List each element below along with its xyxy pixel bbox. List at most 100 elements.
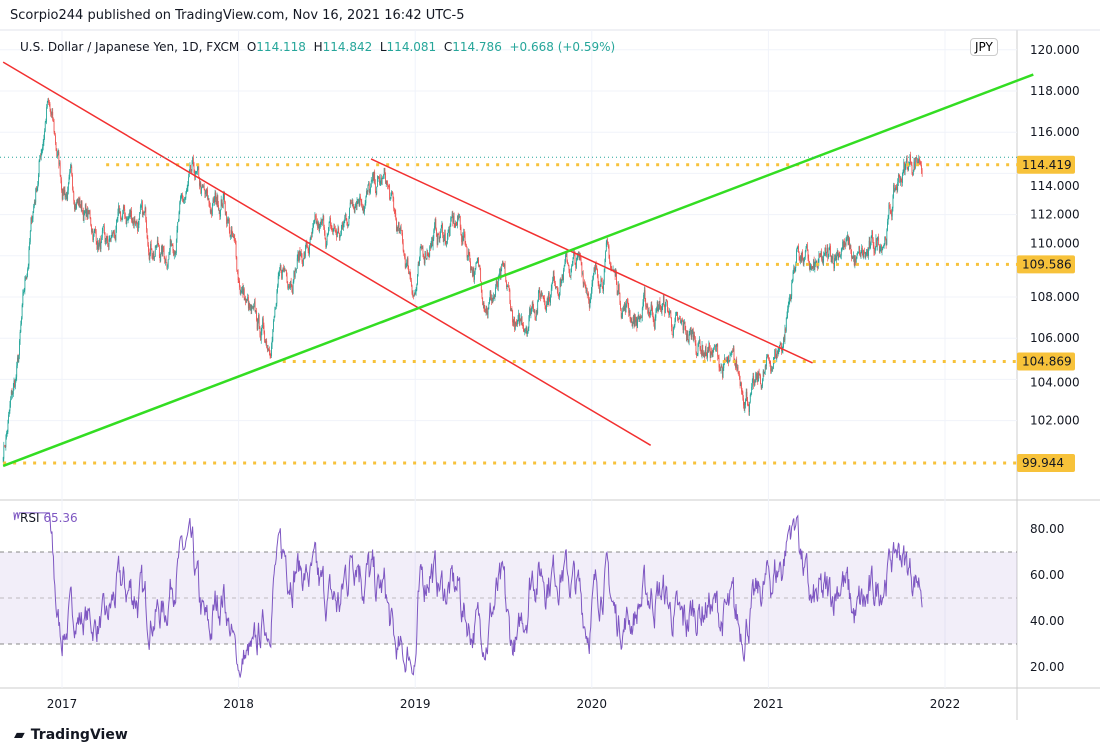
candle-body <box>143 211 145 213</box>
candle-body <box>848 238 850 245</box>
candle-body <box>305 242 307 249</box>
candle-body <box>710 351 712 358</box>
candle-body <box>268 348 270 350</box>
candle-body <box>892 195 894 209</box>
candle-body <box>576 259 577 268</box>
candle-body <box>247 297 249 300</box>
candle-body <box>458 217 460 219</box>
candle-body <box>819 254 820 256</box>
candle-body <box>836 255 837 261</box>
candle-body <box>181 194 183 196</box>
candle-body <box>427 254 429 255</box>
candle-body <box>806 244 808 248</box>
candle-body <box>857 252 859 253</box>
candle-body <box>743 405 745 409</box>
candle-body <box>61 190 63 200</box>
candle-body <box>74 200 75 210</box>
candle-body <box>863 251 865 253</box>
candle-body <box>752 376 754 380</box>
candle-body <box>141 201 143 215</box>
candle-body <box>622 308 624 312</box>
candle-body <box>474 271 475 280</box>
candle-body <box>768 357 770 361</box>
candle-body <box>882 246 884 250</box>
candle-body <box>514 322 516 330</box>
candle-body <box>694 335 695 338</box>
candle-body <box>459 216 461 227</box>
candle-body <box>631 318 632 323</box>
candle-body <box>165 258 167 263</box>
candle-body <box>548 292 549 305</box>
candle-body <box>147 237 149 246</box>
candle-body <box>10 399 12 405</box>
candle-body <box>842 241 844 249</box>
candle-body <box>169 251 170 255</box>
candle-body <box>364 206 365 212</box>
candle-body <box>758 372 760 375</box>
candle-body <box>93 231 95 235</box>
candle-body <box>556 287 558 291</box>
candle-body <box>390 193 392 199</box>
candle-body <box>537 292 539 302</box>
candle-body <box>580 260 582 263</box>
candle-body <box>235 239 236 244</box>
candle-body <box>152 253 154 259</box>
candle-body <box>861 247 863 251</box>
candle-body <box>295 268 297 270</box>
symbol-name[interactable]: U.S. Dollar / Japanese Yen, 1D, FXCM <box>20 40 240 54</box>
candle-body <box>601 279 602 282</box>
candle-body <box>723 361 725 369</box>
tradingview-logo[interactable]: ▰ TradingView <box>14 727 128 743</box>
candle-body <box>762 379 763 386</box>
candle-body <box>197 166 199 168</box>
candle-body <box>492 298 494 300</box>
candle-body <box>529 308 531 315</box>
candle-body <box>463 232 465 235</box>
candle-body <box>423 254 424 257</box>
candle-body <box>624 302 626 313</box>
candle-body <box>718 357 720 368</box>
candle-body <box>264 332 266 343</box>
candle-body <box>625 305 627 313</box>
candle-body <box>421 246 423 249</box>
candle-body <box>55 135 56 144</box>
candle-body <box>604 258 606 269</box>
candle-body <box>470 267 472 271</box>
candle-body <box>287 282 289 288</box>
candle-body <box>78 199 79 206</box>
candle-body <box>867 251 869 256</box>
candle-body <box>28 249 30 266</box>
candle-body <box>620 303 621 310</box>
candle-body <box>193 163 195 174</box>
candle-body <box>325 239 327 247</box>
candle-body <box>434 219 436 227</box>
candle-body <box>897 175 899 183</box>
candle-body <box>574 253 576 265</box>
candle-body <box>341 224 343 227</box>
candle-body <box>211 205 213 215</box>
candle-body <box>54 132 56 136</box>
candle-body <box>891 208 893 217</box>
candle-body <box>662 295 664 304</box>
candle-body <box>252 306 254 308</box>
candle-body <box>321 220 323 224</box>
candle-body <box>561 274 563 280</box>
candle-body <box>404 257 406 268</box>
candle-body <box>703 352 705 357</box>
candle-body <box>200 182 202 194</box>
currency-button[interactable]: JPY <box>970 38 998 56</box>
candle-body <box>640 317 642 319</box>
candle-body <box>777 351 778 355</box>
candle-body <box>796 250 797 264</box>
candle-body <box>425 253 427 259</box>
candle-body <box>618 284 620 293</box>
candle-body <box>681 320 683 322</box>
candle-body <box>831 259 833 263</box>
candle-body <box>430 243 432 248</box>
candle-body <box>211 210 213 215</box>
candle-body <box>153 253 155 258</box>
candle-body <box>534 310 536 317</box>
candle-body <box>132 220 134 224</box>
candle-body <box>487 309 489 315</box>
